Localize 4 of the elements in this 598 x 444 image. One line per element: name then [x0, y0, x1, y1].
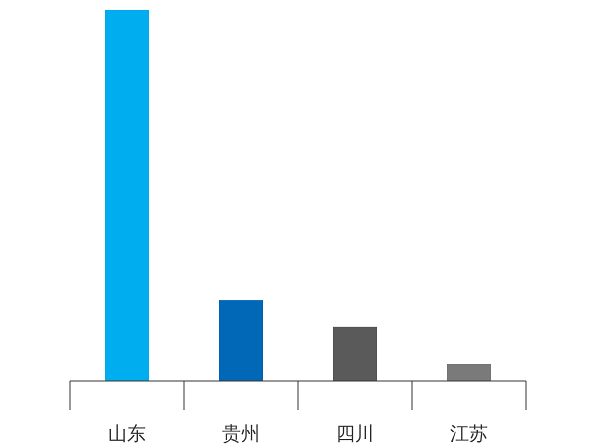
x-tick-label: 贵州	[222, 423, 260, 444]
x-tick-label: 山东	[108, 423, 146, 444]
x-tick-label: 四川	[336, 423, 374, 444]
x-tick-label: 江苏	[450, 423, 488, 444]
